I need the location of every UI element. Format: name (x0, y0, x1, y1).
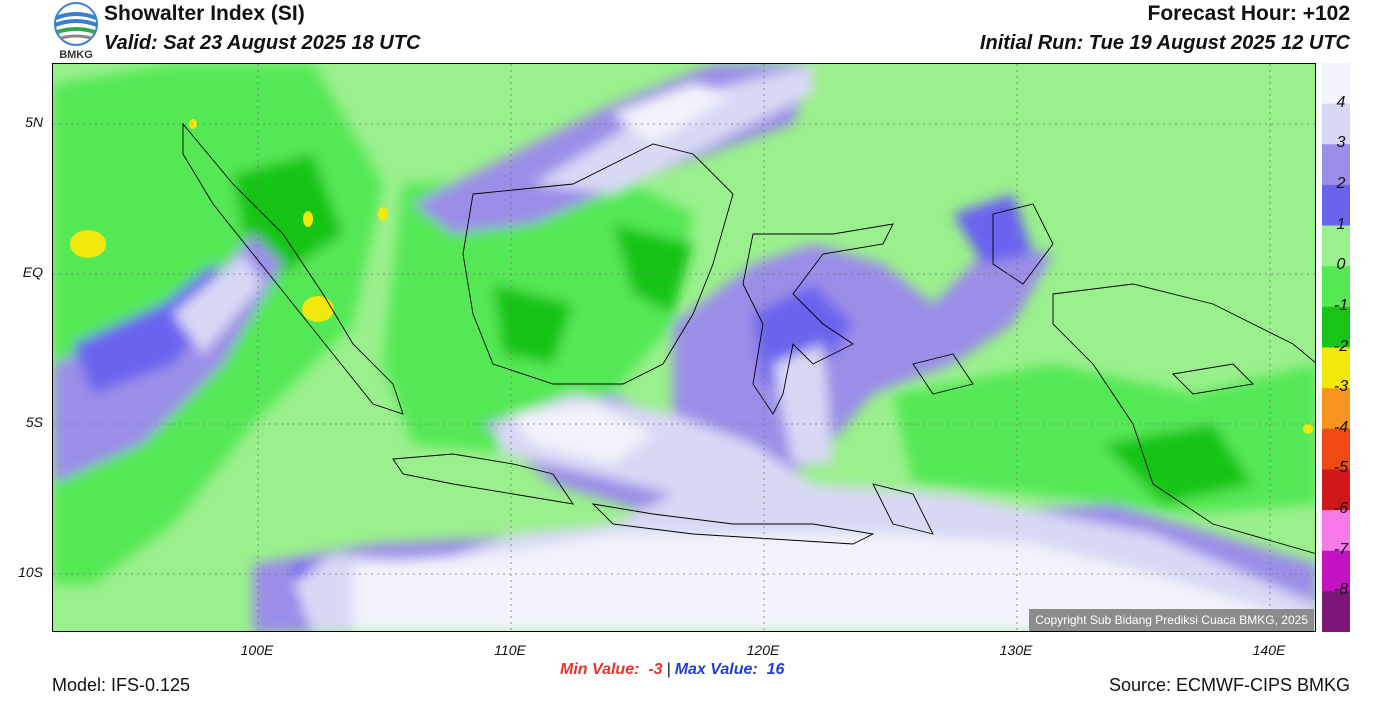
field-lavender-sulawesi (773, 344, 833, 464)
field-white-south (353, 534, 1315, 631)
initial-run: Initial Run: Tue 19 August 2025 12 UTC (979, 32, 1350, 54)
colorbar-tick-label: -3 (1333, 378, 1349, 396)
min-max-values: Min Value: -3 | Max Value: 16 (560, 661, 785, 678)
valid-time: Valid: Sat 23 August 2025 18 UTC (104, 32, 421, 54)
colorbar-swatch (1322, 144, 1350, 186)
source-label: Source: ECMWF-CIPS BMKG (1108, 675, 1350, 695)
colorbar-swatch (1322, 306, 1350, 348)
field-lavender-west (173, 254, 263, 354)
lon-label-130e: 130E (999, 642, 1033, 658)
spot-yellow-4 (378, 207, 388, 221)
colorbar-swatches (1322, 63, 1350, 633)
colorbar-tick-label: -7 (1333, 540, 1349, 558)
map-plot-area (52, 63, 1316, 632)
colorbar-tick-label: 2 (1336, 174, 1346, 192)
lon-label-140e: 140E (1252, 642, 1286, 658)
lon-label-100e: 100E (240, 642, 274, 658)
colorbar-swatch (1322, 388, 1350, 430)
max-value: Max Value: 16 (674, 661, 785, 678)
colorbar-swatch (1322, 550, 1350, 592)
colorbar (1322, 63, 1350, 633)
lon-label-110e: 110E (494, 642, 526, 658)
colorbar-tick-label: -6 (1333, 500, 1349, 518)
coast-sumatra (182, 122, 404, 415)
colorbar-tick-label: -8 (1333, 581, 1349, 599)
lat-label-eq: EQ (22, 264, 43, 280)
field-blue-2 (753, 284, 853, 384)
bmkg-logo: BMKG (50, 2, 102, 61)
colorbar-tick-label: 0 (1336, 256, 1346, 274)
colorbar-tick-label: 4 (1336, 93, 1346, 111)
coast-borneo (462, 143, 734, 385)
colorbar-swatch (1322, 63, 1350, 105)
spot-yellow-2 (302, 296, 334, 322)
spot-yellow-5 (1303, 424, 1313, 434)
colorbar-swatch (1322, 184, 1350, 227)
colorbar-swatch (1322, 469, 1350, 511)
colorbar-swatch (1322, 347, 1350, 389)
lat-label-10s: 10S (18, 564, 43, 580)
colorbar-tick-label: 3 (1336, 134, 1346, 152)
colorbar-tick-label: -4 (1333, 418, 1349, 436)
lat-label-5n: 5N (25, 114, 43, 130)
coast-halmahera (992, 203, 1054, 285)
colorbar-swatch (1322, 591, 1350, 633)
field-white-java (513, 404, 653, 464)
spot-yellow-1 (70, 230, 106, 258)
field-white-north (613, 84, 733, 144)
coast-sulawesi (742, 223, 894, 415)
logo-text: BMKG (59, 49, 93, 60)
coast-timor (872, 483, 934, 535)
coast-buru (912, 353, 974, 395)
colorbar-tick-label: -1 (1333, 296, 1349, 314)
min-value: Min Value: -3 (560, 661, 663, 678)
model-label: Model: IFS-0.125 (52, 675, 191, 695)
coast-papua (1052, 283, 1315, 554)
map-title: Showalter Index (SI) (104, 2, 305, 25)
colorbar-swatch (1322, 428, 1350, 470)
coast-java (392, 453, 574, 505)
graticule (53, 64, 1315, 631)
colorbar-swatch (1322, 510, 1350, 552)
coast-seram (1172, 363, 1254, 395)
field-deepgreen-4 (1103, 424, 1253, 504)
colorbar-swatch (1322, 266, 1350, 308)
copyright-notice: Copyright Sub Bidang Prediksi Cuaca BMKG… (1029, 609, 1314, 631)
spot-yellow-3 (303, 211, 313, 227)
colorbar-swatch (1322, 225, 1350, 267)
coast-nusa-tenggara (591, 503, 875, 545)
colorbar-tick-label: -5 (1333, 459, 1349, 477)
colorbar-tick-label: 1 (1336, 215, 1346, 233)
coastlines (182, 122, 1315, 554)
field-deepgreen-2 (613, 224, 693, 314)
lat-label-5s: 5S (25, 414, 43, 430)
lon-label-120e: 120E (746, 642, 780, 658)
field-blue-1 (73, 264, 233, 394)
colorbar-tick-label: -2 (1333, 337, 1349, 355)
forecast-hour: Forecast Hour: +102 (1147, 2, 1351, 25)
field-deepgreen-1 (493, 284, 573, 364)
colorbar-swatch (1322, 103, 1350, 145)
